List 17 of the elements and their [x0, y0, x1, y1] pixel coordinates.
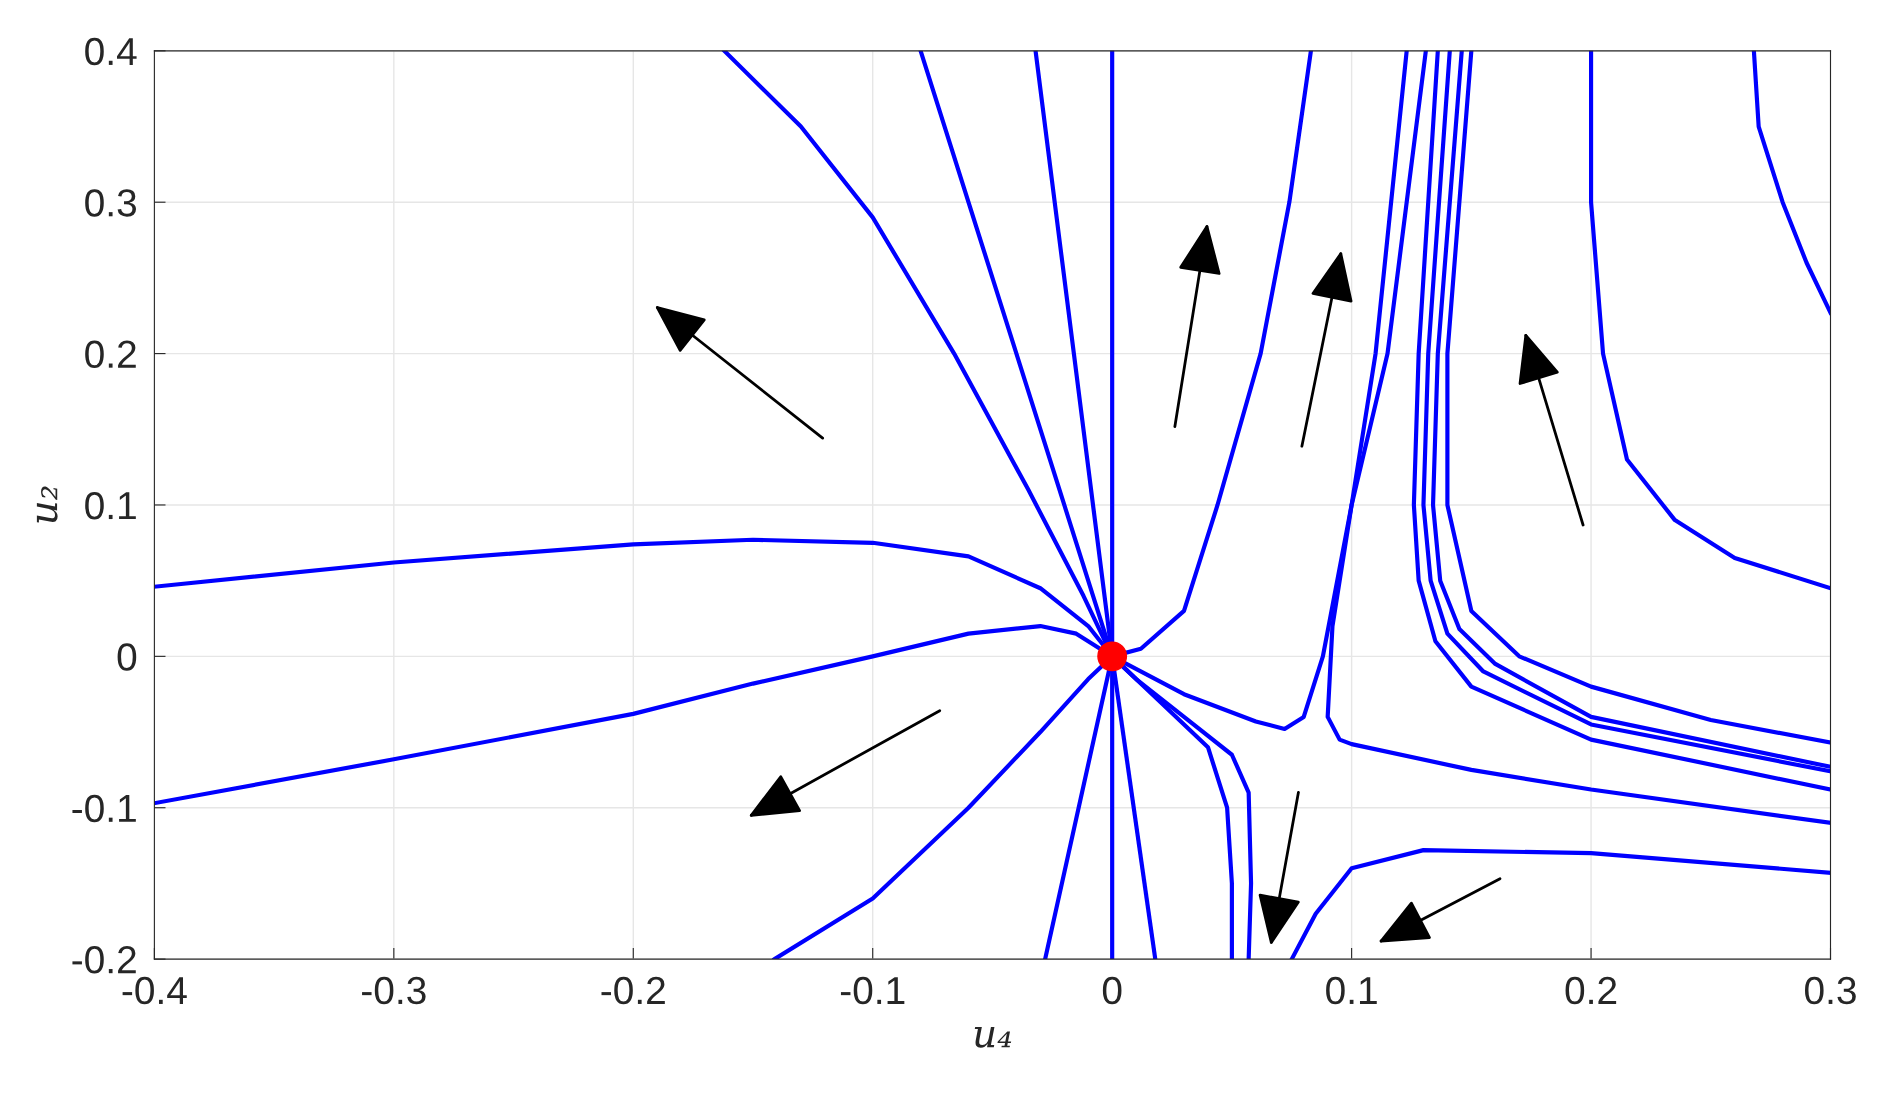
y-axis-title: u₂: [36, 486, 58, 523]
y-tick-label: -0.2: [72, 946, 136, 974]
x-tick-label: 0.3: [1805, 976, 1856, 1005]
x-tick-label: -0.2: [601, 976, 665, 1005]
x-tick-label: 0.1: [1326, 976, 1377, 1005]
x-tick-label: -0.1: [840, 976, 905, 1005]
y-tick-label: 0.4: [85, 37, 137, 66]
x-tick-label: 0: [1102, 976, 1122, 1005]
x-tick-label: -0.3: [362, 976, 426, 1005]
x-tick-label: 0.2: [1565, 976, 1617, 1005]
x-tick-label: -0.4: [122, 976, 187, 1005]
y-tick-label: 0: [117, 643, 137, 671]
y-tick-label: -0.1: [72, 794, 136, 823]
y-tick-label: 0.1: [85, 491, 136, 520]
y-tick-label: 0.3: [85, 189, 137, 217]
y-tick-label: 0.2: [85, 340, 136, 369]
x-axis-title: u₄: [974, 1026, 1012, 1048]
